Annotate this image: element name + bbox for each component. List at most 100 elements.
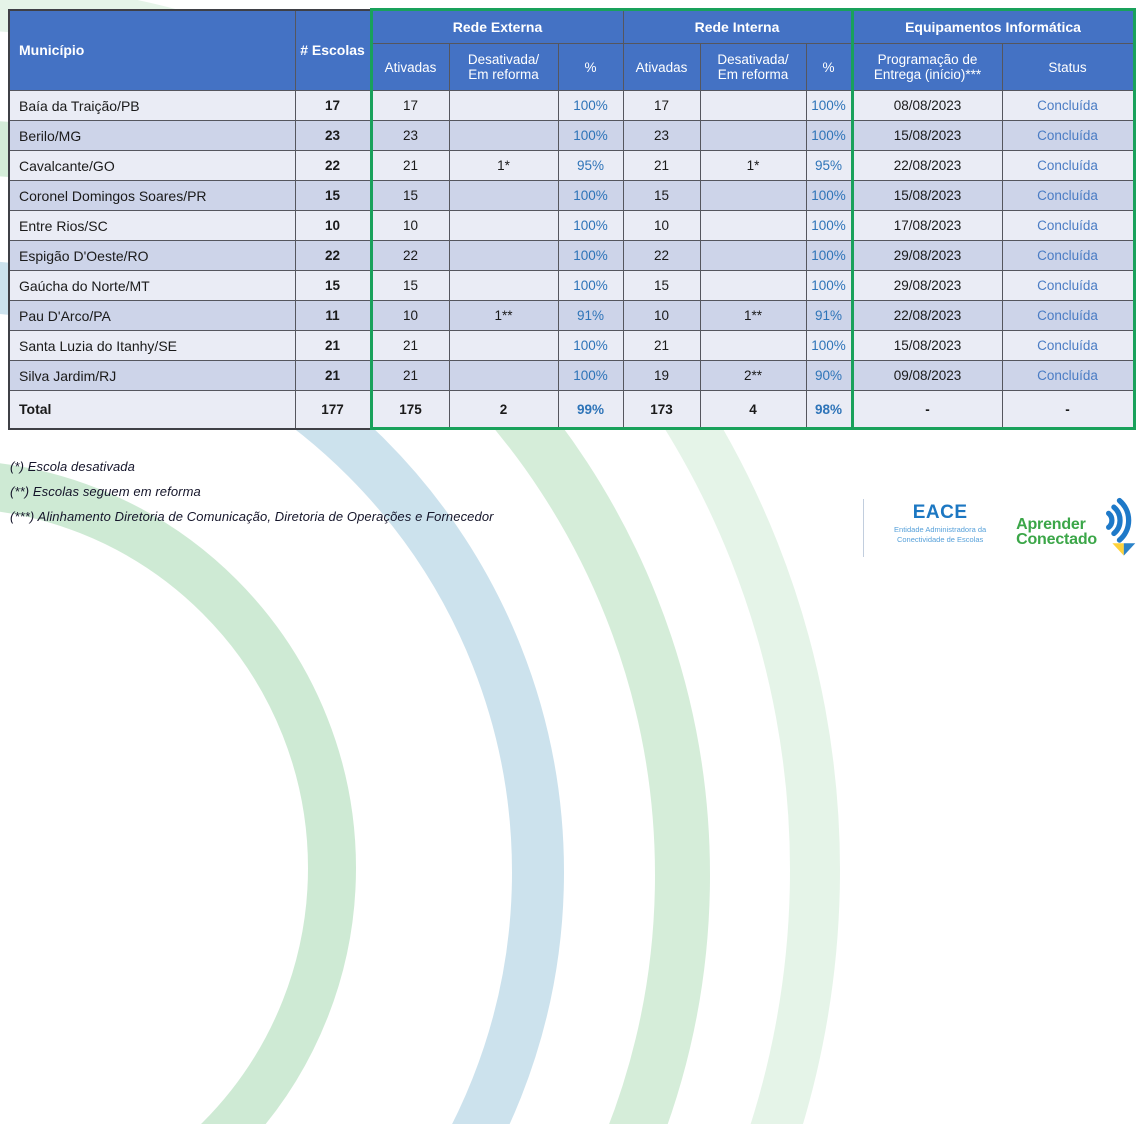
- cell-ext-ativadas: 21: [369, 360, 450, 391]
- cell-ext-ativadas: 21: [369, 150, 450, 181]
- column-header-int-pct: %: [805, 43, 854, 91]
- aprender-logo-line2: Conectado: [1016, 531, 1097, 548]
- cell-status: Concluída: [1001, 90, 1136, 121]
- cell-ext-desativada: [448, 270, 559, 301]
- cell-int-desativada: 1*: [699, 150, 807, 181]
- cell-escolas: 23: [294, 120, 372, 151]
- cell-escolas: 21: [294, 330, 372, 361]
- cell-ext-desativada: [448, 180, 559, 211]
- cell-ext-pct: 91%: [557, 300, 624, 331]
- column-header-entrega: Programação de Entrega (início)***: [850, 43, 1003, 91]
- column-header-escolas: # Escolas: [294, 9, 372, 91]
- aprender-logo-line1: Aprender: [1016, 515, 1086, 533]
- cell-int-pct: 100%: [805, 120, 854, 151]
- table-row: Coronel Domingos Soares/PR 15 15 100% 15 100%…: [8, 180, 1136, 211]
- cell-ext-pct: 100%: [557, 90, 624, 121]
- cell-int-ativadas: 10: [622, 210, 701, 241]
- cell-ext-ativadas: 23: [369, 120, 450, 151]
- cell-status: Concluída: [1001, 300, 1136, 331]
- column-header-status: Status: [1001, 43, 1136, 91]
- eace-logo-name: EACE: [912, 502, 968, 523]
- cell-ext-desativada: 2: [448, 390, 559, 430]
- cell-status: -: [1001, 390, 1136, 430]
- footnote-1: (*) Escola desativada: [10, 459, 135, 474]
- cell-entrega: 15/08/2023: [850, 330, 1003, 361]
- cell-escolas: 22: [294, 150, 372, 181]
- cell-status: Concluída: [1001, 330, 1136, 361]
- cell-int-desativada: 1**: [699, 300, 807, 331]
- column-header-int-desativada: Desativada/ Em reforma: [699, 43, 807, 91]
- cell-municipio: Cavalcante/GO: [8, 150, 296, 181]
- cell-ext-ativadas: 21: [369, 330, 450, 361]
- column-header-municipio: Município: [8, 9, 296, 91]
- table-row: Baía da Traição/PB 17 17 100% 17 100% 08/08/20…: [8, 90, 1136, 121]
- cell-municipio: Baía da Traição/PB: [8, 90, 296, 121]
- cell-entrega: -: [850, 390, 1003, 430]
- table-row: Berilo/MG 23 23 100% 23 100% 15/08/2023 Concluí…: [8, 120, 1136, 151]
- cell-ext-ativadas: 175: [369, 390, 450, 430]
- cell-int-ativadas: 17: [622, 90, 701, 121]
- table-total-row: Total 177 175 2 99% 173 4 98% - -: [8, 390, 1136, 430]
- table-row: Silva Jardim/RJ 21 21 100% 19 2** 90% 09/08/202…: [8, 360, 1136, 391]
- cell-int-ativadas: 21: [622, 150, 701, 181]
- cell-int-pct: 100%: [805, 240, 854, 271]
- cell-ext-ativadas: 17: [369, 90, 450, 121]
- cell-escolas: 177: [294, 390, 372, 429]
- cell-ext-pct: 100%: [557, 360, 624, 391]
- cell-int-pct: 100%: [805, 90, 854, 121]
- cell-int-ativadas: 22: [622, 240, 701, 271]
- wifi-pin-icon: [1106, 497, 1136, 556]
- cell-entrega: 15/08/2023: [850, 180, 1003, 211]
- eace-logo-subtitle: Entidade Administradora da Conectividade…: [894, 525, 987, 545]
- column-header-ext-desativada: Desativada/ Em reforma: [448, 43, 559, 91]
- column-header-ext-ativadas: Ativadas: [369, 43, 450, 91]
- cell-municipio: Entre Rios/SC: [8, 210, 296, 241]
- cell-escolas: 15: [294, 180, 372, 211]
- table-row: Cavalcante/GO 22 21 1* 95% 21 1* 95% 22/08/2023 C…: [8, 150, 1136, 181]
- cell-ext-desativada: 1*: [448, 150, 559, 181]
- cell-int-desativada: [699, 270, 807, 301]
- cell-int-ativadas: 19: [622, 360, 701, 391]
- column-header-int-ativadas: Ativadas: [622, 43, 701, 91]
- cell-status: Concluída: [1001, 180, 1136, 211]
- cell-entrega: 15/08/2023: [850, 120, 1003, 151]
- cell-int-ativadas: 23: [622, 120, 701, 151]
- cell-int-pct: 100%: [805, 330, 854, 361]
- cell-int-desativada: [699, 330, 807, 361]
- footnote-3: (***) Alinhamento Diretoria de Comunicaç…: [10, 509, 494, 524]
- cell-ext-ativadas: 10: [369, 300, 450, 331]
- cell-ext-pct: 100%: [557, 180, 624, 211]
- group-header-rede-externa: Rede Externa: [369, 8, 624, 44]
- cell-ext-pct: 100%: [557, 240, 624, 271]
- cell-ext-desativada: [448, 120, 559, 151]
- table-row: Gaúcha do Norte/MT 15 15 100% 15 100% 29/08/20…: [8, 270, 1136, 301]
- cell-ext-pct: 99%: [557, 390, 624, 430]
- cell-int-pct: 98%: [805, 390, 854, 430]
- cell-municipio: Espigão D'Oeste/RO: [8, 240, 296, 271]
- table-body: Baía da Traição/PB 17 17 100% 17 100% 08/08/20…: [8, 90, 1136, 430]
- cell-int-pct: 95%: [805, 150, 854, 181]
- cell-ext-pct: 95%: [557, 150, 624, 181]
- cell-status: Concluída: [1001, 270, 1136, 301]
- footnote-2: (**) Escolas seguem em reforma: [10, 484, 201, 499]
- group-header-equipamentos: Equipamentos Informática: [850, 8, 1136, 44]
- cell-int-ativadas: 21: [622, 330, 701, 361]
- table-row: Santa Luzia do Itanhy/SE 21 21 100% 21 100% 15…: [8, 330, 1136, 361]
- cell-entrega: 22/08/2023: [850, 300, 1003, 331]
- cell-entrega: 29/08/2023: [850, 270, 1003, 301]
- cell-int-pct: 91%: [805, 300, 854, 331]
- cell-escolas: 15: [294, 270, 372, 301]
- cell-status: Concluída: [1001, 120, 1136, 151]
- table-row: Entre Rios/SC 10 10 100% 10 100% 17/08/2023 Con…: [8, 210, 1136, 241]
- column-header-ext-pct: %: [557, 43, 624, 91]
- schools-connectivity-table: Município # Escolas Rede Externa Rede In…: [8, 8, 1136, 430]
- cell-ext-pct: 100%: [557, 270, 624, 301]
- cell-status: Concluída: [1001, 360, 1136, 391]
- cell-int-pct: 100%: [805, 180, 854, 211]
- cell-int-desativada: [699, 120, 807, 151]
- cell-ext-desativada: [448, 360, 559, 391]
- cell-int-desativada: [699, 210, 807, 241]
- group-header-rede-interna: Rede Interna: [622, 8, 854, 44]
- cell-status: Concluída: [1001, 210, 1136, 241]
- cell-ext-ativadas: 10: [369, 210, 450, 241]
